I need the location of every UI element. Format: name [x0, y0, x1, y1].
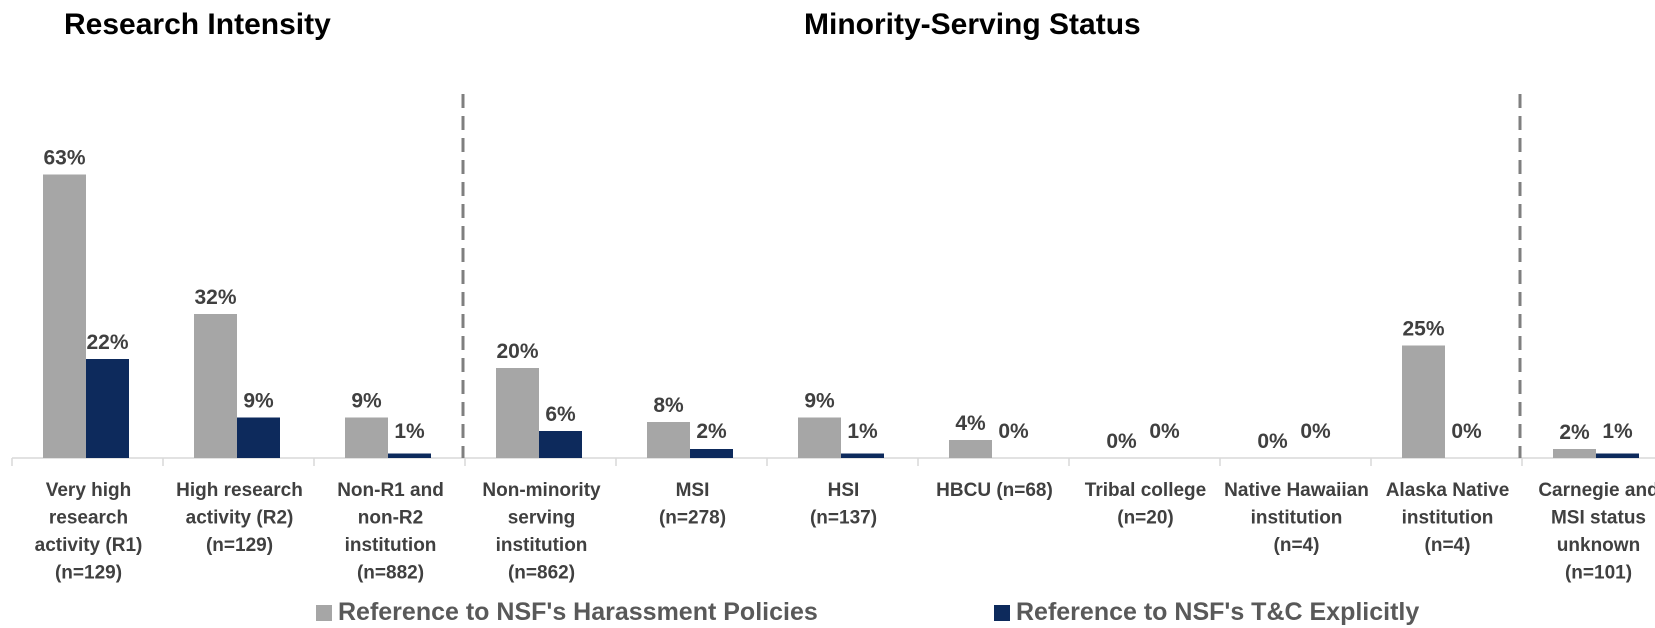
data-label-tc-explicitly: 9% [243, 390, 274, 413]
bar-harassment-policies [194, 314, 237, 458]
data-label-tc-explicitly: 6% [545, 403, 576, 426]
data-label-harassment-policies: 0% [1106, 430, 1137, 453]
category-label: High research activity (R2) (n=129) [176, 480, 303, 556]
section-title-minority-serving-status: Minority-Serving Status [804, 8, 1141, 41]
category-label: Tribal college (n=20) [1085, 480, 1206, 529]
bar-tc-explicitly [388, 453, 431, 458]
category-label: Non-minority serving institution (n=862) [482, 480, 601, 584]
category-label: Native Hawaiian institution (n=4) [1224, 480, 1369, 556]
data-label-harassment-policies: 32% [194, 286, 236, 309]
bar-harassment-policies [647, 422, 690, 458]
bar-harassment-policies [1402, 345, 1445, 458]
legend-label-tc: Reference to NSF's T&C Explicitly [1016, 598, 1420, 626]
data-label-harassment-policies: 2% [1559, 421, 1590, 444]
data-label-tc-explicitly: 0% [1300, 420, 1331, 443]
data-label-tc-explicitly: 1% [847, 420, 878, 443]
data-label-harassment-policies: 8% [653, 394, 684, 417]
data-label-tc-explicitly: 2% [696, 420, 727, 443]
value-labels: 63% 22% 32% 9% 9% 1% 20% 6% 8% 2% 9% 1% 4% 0% 0% 0% 0% 0%… [43, 147, 1633, 454]
category-label: Alaska Native institution (n=4) [1386, 480, 1510, 556]
bars [43, 174, 1639, 458]
bar-tc-explicitly [1596, 453, 1639, 458]
legend-label-harassment: Reference to NSF's Harassment Policies [338, 598, 818, 626]
bar-harassment-policies [43, 174, 86, 458]
data-label-harassment-policies: 20% [496, 340, 538, 363]
category-label: Non-R1 and non-R2 institution (n=882) [337, 480, 444, 584]
legend-swatch-tc [994, 604, 1010, 621]
group-dividers [461, 94, 1522, 458]
data-label-tc-explicitly: 1% [394, 420, 425, 443]
legend-swatch-harassment [316, 604, 332, 621]
category-labels: Very high research activity (R1) (n=129) Hig… [35, 480, 1655, 584]
data-label-tc-explicitly: 0% [1451, 420, 1482, 443]
data-label-harassment-policies: 0% [1257, 430, 1288, 453]
bar-tc-explicitly [841, 453, 884, 458]
bar-harassment-policies [496, 368, 539, 458]
category-label: HSI (n=137) [810, 480, 877, 529]
data-label-harassment-policies: 9% [804, 390, 835, 413]
bar-harassment-policies [798, 417, 841, 458]
bar-tc-explicitly [86, 359, 129, 458]
legend-item-tc: Reference to NSF's T&C Explicitly [994, 598, 1419, 627]
data-label-harassment-policies: 63% [43, 147, 85, 170]
category-label: MSI (n=278) [659, 480, 726, 529]
bar-harassment-policies [1553, 449, 1596, 458]
data-label-harassment-policies: 4% [955, 412, 986, 435]
data-label-tc-explicitly: 0% [998, 420, 1029, 443]
category-label: Carnegie and MSI status unknown (n=101) [1538, 480, 1655, 584]
section-title-research-intensity: Research Intensity [64, 8, 331, 41]
bar-harassment-policies [949, 440, 992, 458]
data-label-harassment-policies: 25% [1402, 318, 1444, 341]
bar-harassment-policies [345, 417, 388, 458]
bar-tc-explicitly [539, 431, 582, 458]
data-label-tc-explicitly: 0% [1149, 420, 1180, 443]
data-label-tc-explicitly: 22% [86, 331, 128, 354]
bar-tc-explicitly [690, 449, 733, 458]
category-label: Very high research activity (R1) (n=129) [35, 480, 143, 584]
data-label-harassment-policies: 9% [351, 390, 382, 413]
x-axis-ticks [11, 458, 1523, 466]
category-label: HBCU (n=68) [936, 480, 1053, 501]
bar-tc-explicitly [237, 417, 280, 458]
legend-item-harassment: Reference to NSF's Harassment Policies [316, 598, 818, 627]
data-label-tc-explicitly: 1% [1602, 420, 1633, 443]
